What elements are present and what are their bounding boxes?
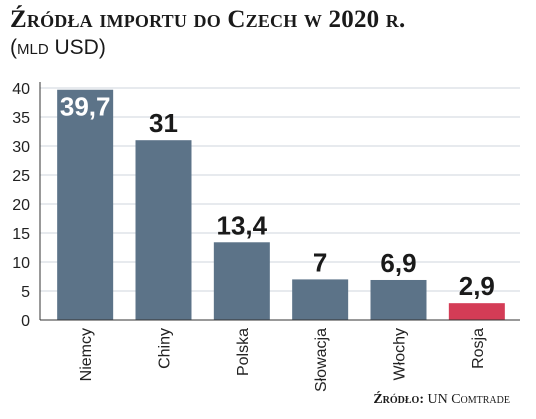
y-tick-label: 25 [12, 168, 30, 185]
y-tick-label: 40 [12, 81, 30, 98]
category-label: Słowacja [313, 328, 330, 392]
chart-title: Źródła importu do Czech w 2020 r. [10, 6, 406, 33]
bar-rosja [448, 303, 505, 320]
y-tick-label: 0 [21, 313, 30, 330]
bar-niemcy [57, 89, 114, 321]
y-tick-label: 35 [12, 110, 30, 127]
category-label: Rosja [470, 328, 487, 369]
category-label: Włochy [392, 328, 409, 380]
axes [39, 82, 520, 321]
bar-słowacja [292, 279, 349, 320]
value-label: 13,4 [217, 210, 268, 240]
category-label: Polska [235, 328, 252, 376]
y-tick-label: 15 [12, 226, 30, 243]
value-label: 7 [313, 247, 327, 277]
source-value: UN Comtrade [427, 392, 510, 407]
value-label: 6,9 [380, 248, 416, 278]
source-label: Źródło: [373, 392, 424, 407]
y-tick-label: 10 [12, 255, 30, 272]
chart-subtitle: (mld USD) [10, 36, 106, 59]
gridlines [40, 87, 520, 292]
bar-włochy [370, 279, 427, 320]
bar-polska [213, 242, 270, 320]
category-label: Chiny [157, 328, 174, 369]
value-label: 31 [149, 108, 178, 138]
value-label: 39,7 [60, 92, 111, 122]
source-note: Źródło: UN Comtrade [373, 392, 510, 408]
category-label: Niemcy [78, 328, 95, 381]
bar-chiny [135, 140, 192, 320]
y-tick-label: 30 [12, 139, 30, 156]
y-tick-label: 5 [21, 284, 30, 301]
y-tick-label: 20 [12, 197, 30, 214]
labels: 0 5 10 15 20 25 30 35 40 39,7 Niemcy 31 Chiny 13,4 Pol… [12, 81, 495, 392]
value-label: 2,9 [459, 271, 495, 301]
bars [57, 89, 505, 321]
